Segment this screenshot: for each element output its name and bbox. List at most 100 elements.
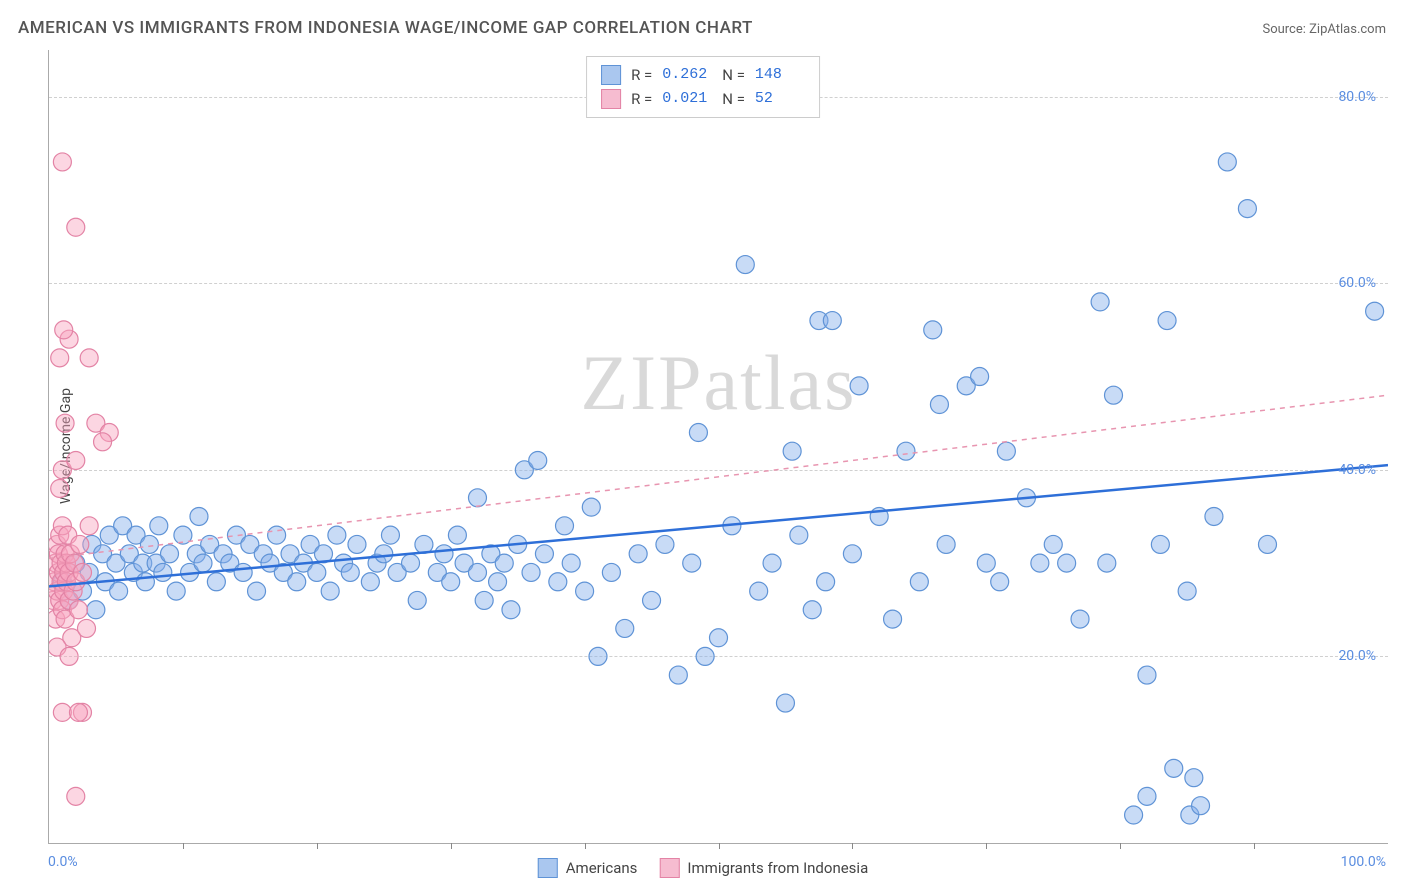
x-tick-min: 0.0% xyxy=(48,854,78,870)
data-point-americans xyxy=(87,601,105,619)
data-point-americans xyxy=(897,442,915,460)
data-point-immigrants xyxy=(73,563,91,581)
data-point-americans xyxy=(1165,759,1183,777)
data-point-americans xyxy=(562,554,580,572)
data-point-immigrants xyxy=(55,321,73,339)
data-point-immigrants xyxy=(51,349,69,367)
data-point-americans xyxy=(689,424,707,442)
data-point-americans xyxy=(207,573,225,591)
data-point-americans xyxy=(375,545,393,563)
data-point-americans xyxy=(803,601,821,619)
data-point-americans xyxy=(971,368,989,386)
data-point-americans xyxy=(308,563,326,581)
data-point-americans xyxy=(468,489,486,507)
data-point-americans xyxy=(1218,153,1236,171)
data-point-americans xyxy=(1185,769,1203,787)
data-point-americans xyxy=(790,526,808,544)
legend-stats-row-americans: R = 0.262 N = 148 xyxy=(601,63,805,87)
data-point-immigrants xyxy=(67,451,85,469)
data-point-americans xyxy=(910,573,928,591)
data-point-americans xyxy=(489,573,507,591)
data-point-immigrants xyxy=(53,153,71,171)
data-point-immigrants xyxy=(60,647,78,665)
data-point-americans xyxy=(468,563,486,581)
data-point-americans xyxy=(248,582,266,600)
regression-line-immigrants xyxy=(49,395,1388,558)
data-point-americans xyxy=(1058,554,1076,572)
data-point-immigrants xyxy=(56,414,74,432)
data-point-americans xyxy=(549,573,567,591)
data-point-americans xyxy=(529,451,547,469)
data-point-immigrants xyxy=(69,703,87,721)
data-point-americans xyxy=(997,442,1015,460)
data-point-americans xyxy=(448,526,466,544)
data-point-americans xyxy=(669,666,687,684)
chart-title: AMERICAN VS IMMIGRANTS FROM INDONESIA WA… xyxy=(18,18,753,38)
data-point-immigrants xyxy=(67,787,85,805)
data-point-americans xyxy=(1158,312,1176,330)
data-point-americans xyxy=(556,517,574,535)
data-point-americans xyxy=(1258,535,1276,553)
data-point-americans xyxy=(167,582,185,600)
legend-item-immigrants: Immigrants from Indonesia xyxy=(659,858,868,878)
legend-stats-row-immigrants: R = 0.021 N = 52 xyxy=(601,87,805,111)
data-point-americans xyxy=(161,545,179,563)
data-point-americans xyxy=(736,256,754,274)
data-point-americans xyxy=(1031,554,1049,572)
data-point-americans xyxy=(937,535,955,553)
data-point-americans xyxy=(884,610,902,628)
legend-R-americans: 0.262 xyxy=(662,63,712,87)
data-point-americans xyxy=(750,582,768,600)
data-point-americans xyxy=(442,573,460,591)
legend-N-label: N = xyxy=(722,87,745,111)
data-point-americans xyxy=(234,563,252,581)
data-point-immigrants xyxy=(80,517,98,535)
swatch-americans-icon xyxy=(538,858,558,878)
legend-N-immigrants: 52 xyxy=(755,87,805,111)
y-tick-label: 20.0% xyxy=(1338,648,1376,664)
legend-label-americans: Americans xyxy=(566,859,638,877)
data-point-americans xyxy=(1098,554,1116,572)
legend-N-americans: 148 xyxy=(755,63,805,87)
data-point-americans xyxy=(850,377,868,395)
data-point-americans xyxy=(683,554,701,572)
data-point-americans xyxy=(136,573,154,591)
data-point-americans xyxy=(1091,293,1109,311)
data-point-americans xyxy=(629,545,647,563)
source-attribution: Source: ZipAtlas.com xyxy=(1262,22,1386,37)
data-point-americans xyxy=(616,619,634,637)
data-point-americans xyxy=(328,526,346,544)
data-point-americans xyxy=(408,591,426,609)
data-point-americans xyxy=(783,442,801,460)
y-tick-label: 60.0% xyxy=(1338,275,1376,291)
data-point-immigrants xyxy=(94,433,112,451)
data-point-americans xyxy=(288,573,306,591)
y-tick-label: 40.0% xyxy=(1338,462,1376,478)
data-point-americans xyxy=(823,312,841,330)
legend-stats-box: R = 0.262 N = 148 R = 0.021 N = 52 xyxy=(586,56,820,118)
data-point-americans xyxy=(1071,610,1089,628)
x-tick-max: 100.0% xyxy=(1341,854,1386,870)
data-point-americans xyxy=(1105,386,1123,404)
data-point-americans xyxy=(1151,535,1169,553)
data-point-americans xyxy=(110,582,128,600)
data-point-immigrants xyxy=(80,349,98,367)
data-point-americans xyxy=(576,582,594,600)
data-point-americans xyxy=(1366,302,1384,320)
swatch-americans-icon xyxy=(601,65,621,85)
legend-R-label: R = xyxy=(631,63,652,87)
data-point-americans xyxy=(582,498,600,516)
data-point-immigrants xyxy=(51,479,69,497)
legend-R-label: R = xyxy=(631,87,652,111)
data-point-americans xyxy=(656,535,674,553)
data-point-americans xyxy=(190,507,208,525)
data-point-americans xyxy=(1238,200,1256,218)
regression-line-americans xyxy=(49,465,1388,586)
data-point-americans xyxy=(924,321,942,339)
data-point-americans xyxy=(602,563,620,581)
data-point-americans xyxy=(154,563,172,581)
data-point-americans xyxy=(763,554,781,572)
swatch-immigrants-icon xyxy=(659,858,679,878)
swatch-immigrants-icon xyxy=(601,89,621,109)
data-point-americans xyxy=(1138,787,1156,805)
